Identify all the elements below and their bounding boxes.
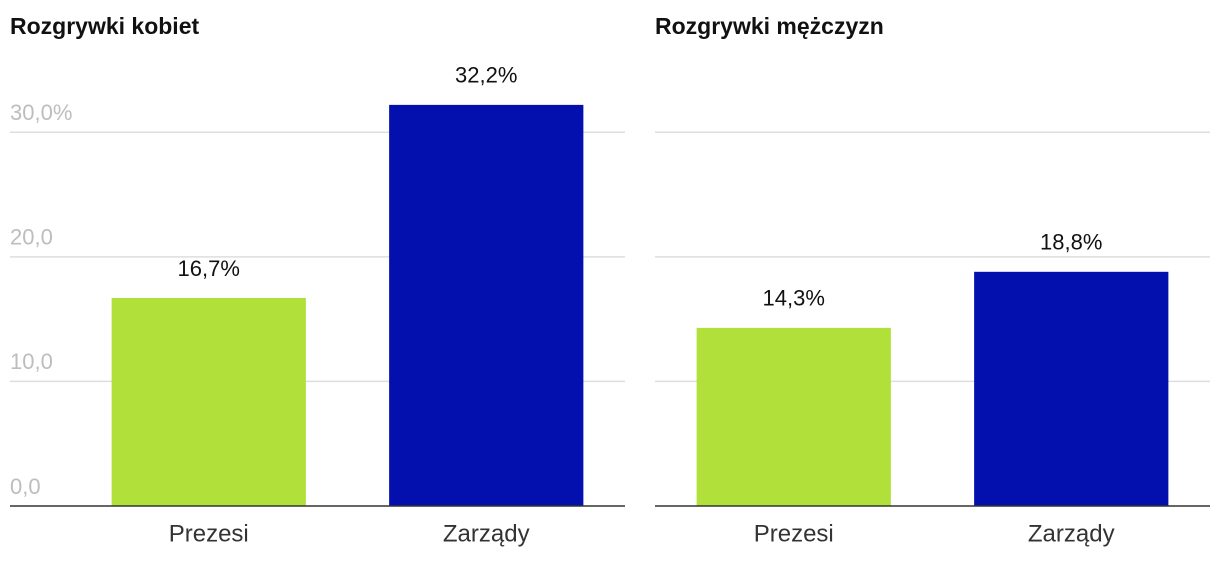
chart-title: Rozgrywki mężczyzn (655, 13, 884, 39)
y-tick-label: 30,0% (10, 100, 72, 125)
chart-title: Rozgrywki kobiet (10, 13, 199, 39)
value-label: 32,2% (455, 63, 517, 88)
x-tick-label: Zarządy (443, 520, 530, 547)
bar (389, 104, 584, 506)
x-tick-label: Zarządy (1028, 520, 1115, 547)
x-tick-label: Prezesi (754, 520, 834, 547)
bar (111, 297, 306, 506)
value-label: 18,8% (1040, 230, 1102, 255)
y-tick-label: 0,0 (10, 474, 41, 499)
y-tick-label: 20,0 (10, 225, 53, 250)
value-label: 14,3% (763, 286, 825, 311)
value-label: 16,7% (178, 256, 240, 281)
y-tick-label: 10,0 (10, 349, 53, 374)
bar (696, 327, 891, 506)
x-tick-label: Prezesi (169, 520, 249, 547)
bar (974, 271, 1169, 506)
